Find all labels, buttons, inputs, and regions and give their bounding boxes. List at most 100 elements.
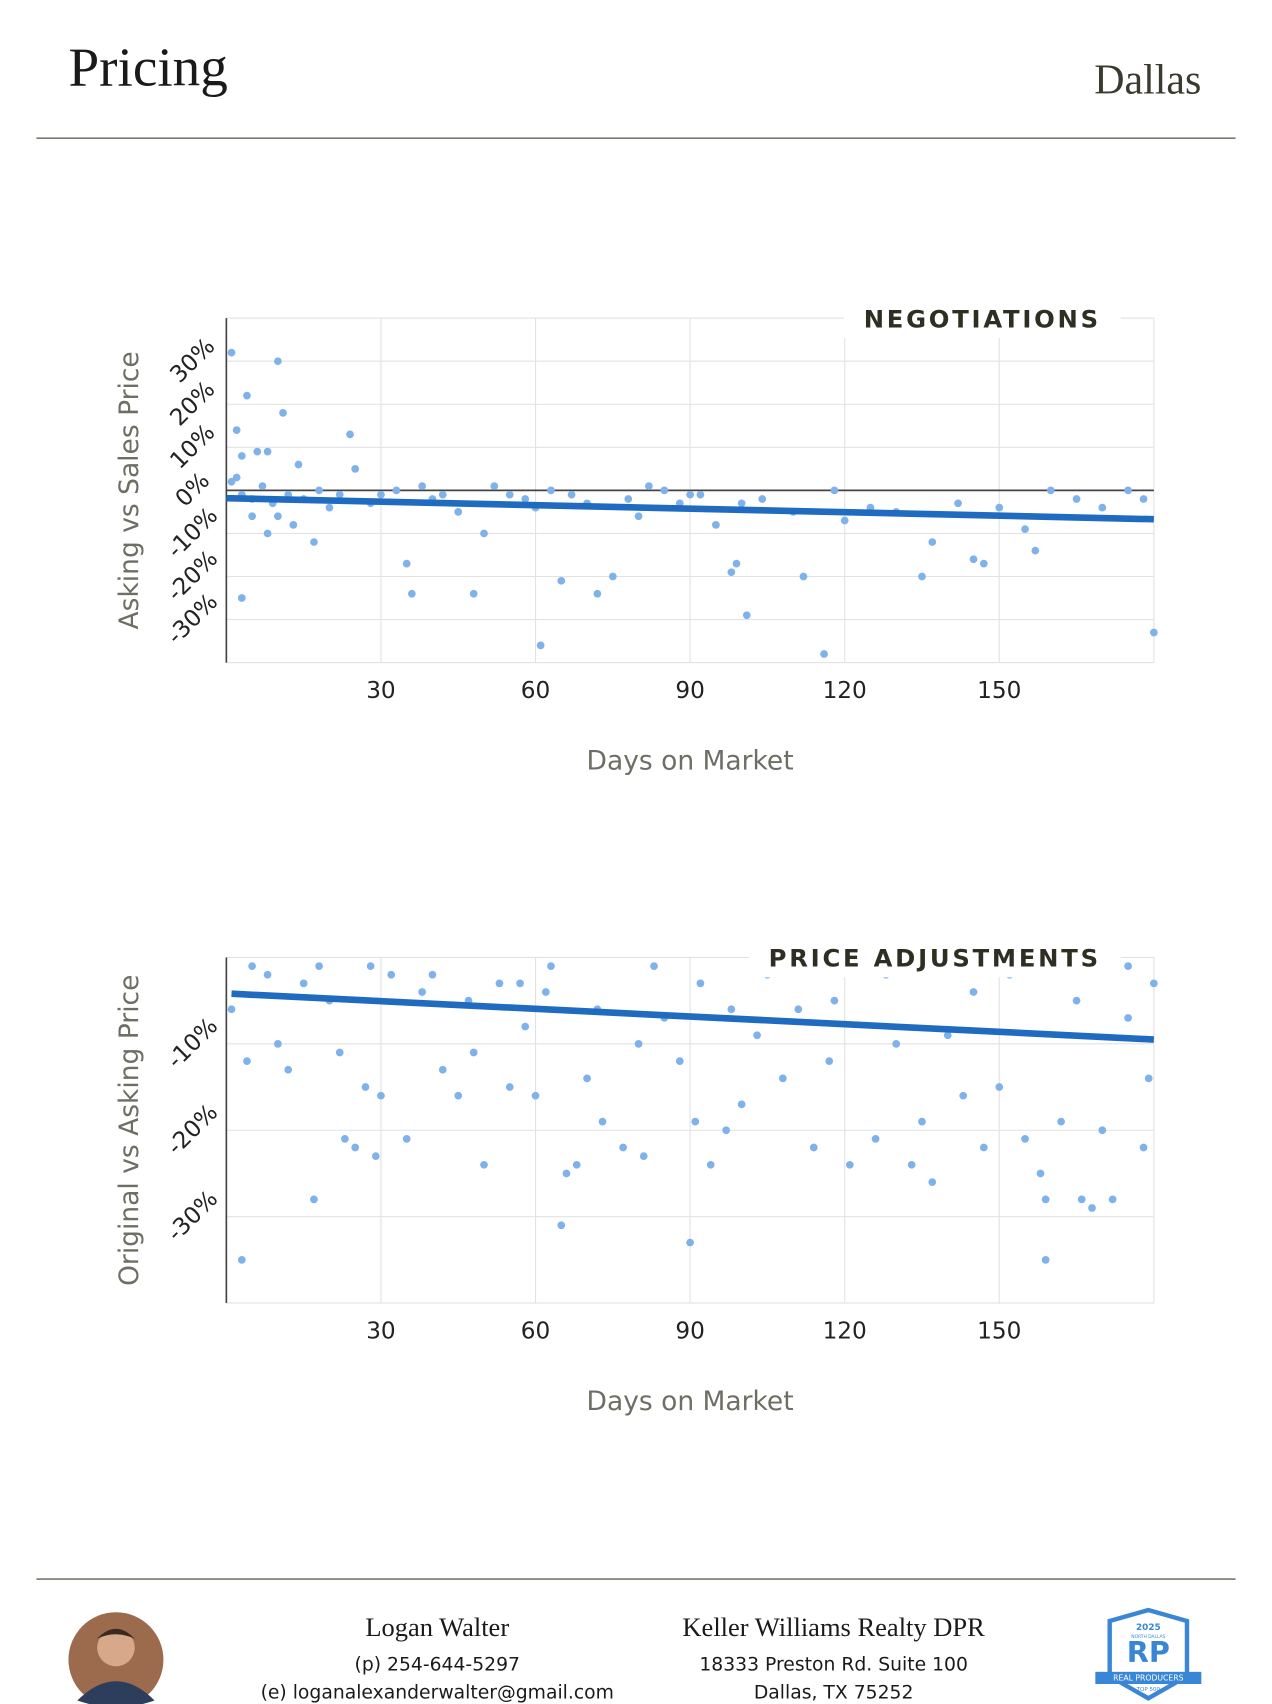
point [696, 979, 705, 988]
badge-rank: TOP 500 [1136, 1687, 1161, 1693]
point [639, 1152, 648, 1161]
point [557, 576, 566, 585]
location: Dallas [1094, 58, 1201, 104]
x-tick-label: 150 [977, 677, 1021, 704]
point [402, 559, 411, 568]
point [310, 1195, 318, 1204]
point [928, 538, 937, 546]
title-background [843, 315, 1121, 339]
point [418, 988, 427, 996]
point [284, 1065, 293, 1074]
point [650, 962, 658, 970]
point [227, 477, 236, 486]
point [253, 447, 262, 456]
point [758, 495, 767, 503]
point [346, 430, 354, 439]
point [1144, 1074, 1153, 1083]
x-tick-label: 30 [366, 677, 396, 704]
point [480, 1160, 488, 1169]
title-background [748, 955, 1121, 978]
y-tick-label: 0% [170, 467, 215, 512]
y-axis-label: Original vs Asking Price [114, 975, 145, 1286]
point [335, 1048, 344, 1057]
point [377, 490, 385, 499]
point [516, 979, 524, 988]
point [248, 512, 256, 521]
point [1072, 495, 1081, 503]
point [274, 357, 282, 366]
point [480, 529, 488, 538]
trend-line [226, 494, 1154, 523]
agent-name: Logan Walter [365, 1612, 509, 1642]
chart-title: PRICE ADJUSTMENTS [769, 944, 1101, 973]
point [593, 589, 602, 598]
point [263, 529, 272, 538]
email: (e) loganalexanderwalter@gmail.com [261, 1682, 614, 1703]
point [402, 1135, 411, 1143]
x-tick-label: 30 [366, 1317, 396, 1344]
point [294, 460, 303, 469]
point [928, 1178, 937, 1186]
x-tick-label: 90 [675, 677, 705, 704]
point [521, 495, 530, 503]
point [454, 1091, 463, 1100]
point [598, 1117, 607, 1126]
point [892, 1039, 901, 1048]
point [366, 962, 375, 970]
point [1124, 1014, 1132, 1022]
point [959, 1091, 968, 1100]
badge-region: NORTH DALLAS [1131, 1634, 1165, 1640]
point [1041, 1255, 1050, 1264]
point [732, 559, 741, 568]
point [979, 1143, 988, 1152]
point [505, 490, 514, 499]
point [1072, 996, 1081, 1005]
point [1149, 979, 1158, 988]
y-tick-label: -10% [162, 502, 223, 563]
y-tick-label: 30% [165, 333, 221, 389]
point [706, 1160, 715, 1169]
point [1139, 1143, 1148, 1152]
point [279, 409, 287, 417]
point [634, 512, 643, 521]
point [686, 490, 694, 499]
page-title: Pricing [68, 37, 227, 98]
point [274, 512, 282, 521]
x-tick-label: 120 [823, 677, 867, 704]
phone: (p) 254-644-5297 [355, 1655, 520, 1676]
point [392, 486, 401, 495]
point [995, 1083, 1004, 1091]
point [943, 1031, 952, 1040]
point [232, 473, 241, 482]
point [572, 1160, 581, 1169]
point [722, 1126, 731, 1135]
point [1077, 1195, 1086, 1204]
y-tick-label: -20% [162, 1099, 223, 1160]
point [377, 1091, 385, 1100]
point [547, 486, 555, 495]
y-tick-label: -30% [162, 1185, 223, 1246]
point [954, 499, 962, 508]
point [1088, 1204, 1096, 1212]
badge-year: 2025 [1136, 1623, 1161, 1633]
point [335, 490, 344, 499]
point [325, 503, 334, 512]
address: 18333 Preston Rd. Suite 100 [699, 1655, 968, 1676]
x-tick-label: 90 [675, 1317, 705, 1344]
point [541, 988, 550, 996]
point [995, 503, 1004, 512]
point [583, 1074, 591, 1083]
point [712, 520, 720, 529]
point [1098, 503, 1107, 512]
point [624, 495, 633, 503]
point [243, 1057, 251, 1065]
point [315, 962, 323, 970]
point [387, 970, 396, 979]
point [237, 1255, 246, 1264]
point [675, 1057, 684, 1065]
point [1124, 486, 1132, 495]
point [1149, 628, 1158, 637]
company: Keller Williams Realty DPR [682, 1612, 985, 1642]
point [232, 426, 241, 434]
point [686, 1238, 694, 1247]
